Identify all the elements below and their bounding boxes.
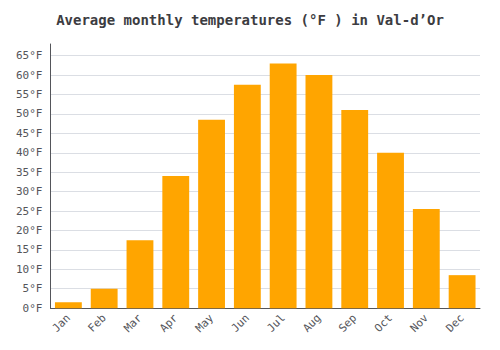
svg-text:35°F: 35°F [16,166,43,179]
svg-text:15°F: 15°F [16,243,43,256]
svg-text:Dec: Dec [443,312,466,335]
svg-text:Jul: Jul [265,312,288,335]
svg-text:Nov: Nov [408,311,431,334]
svg-text:Oct: Oct [372,312,395,335]
svg-text:May: May [193,311,216,334]
svg-text:40°F: 40°F [16,146,43,159]
svg-text:0°F: 0°F [23,302,43,315]
svg-text:10°F: 10°F [16,263,43,276]
svg-text:5°F: 5°F [23,282,43,295]
svg-text:Jun: Jun [229,312,252,335]
svg-text:20°F: 20°F [16,224,43,237]
svg-text:55°F: 55°F [16,88,43,101]
svg-text:Apr: Apr [157,311,180,334]
svg-text:60°F: 60°F [16,69,43,82]
svg-text:Aug: Aug [300,312,323,335]
svg-text:45°F: 45°F [16,127,43,140]
svg-text:25°F: 25°F [16,205,43,218]
svg-text:Sep: Sep [336,312,359,335]
svg-text:Mar: Mar [121,311,144,334]
svg-text:65°F: 65°F [16,49,43,62]
svg-text:Jan: Jan [50,312,73,335]
svg-text:50°F: 50°F [16,107,43,120]
svg-text:Feb: Feb [86,312,109,335]
svg-text:Average monthly temperatures (: Average monthly temperatures (°F ) in Va… [56,12,444,28]
svg-text:30°F: 30°F [16,185,43,198]
